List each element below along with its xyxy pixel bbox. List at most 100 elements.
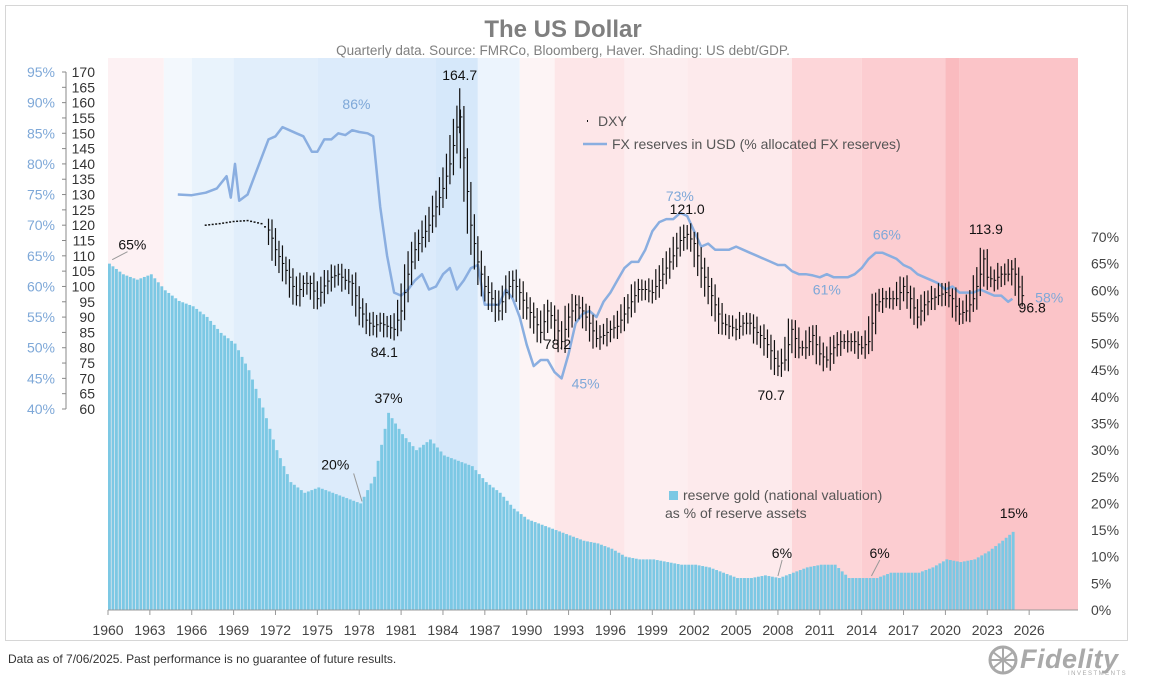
gold-bar	[652, 559, 656, 610]
gold-bars-series	[108, 263, 1015, 610]
gold-bar	[722, 572, 725, 610]
dxy-tick: 85	[79, 324, 95, 340]
x-tick: 1972	[260, 622, 291, 638]
gold-bar	[561, 532, 565, 610]
dxy-annotation: 84.1	[371, 344, 398, 360]
gold-bar	[512, 508, 516, 610]
gold-bar	[195, 308, 199, 610]
gold-bar	[488, 484, 492, 610]
gold-bar	[484, 482, 488, 610]
dxy-tick: 75	[79, 355, 95, 371]
chart-frame	[5, 5, 1128, 641]
gold-bar	[969, 560, 973, 610]
fx-annotation: 86%	[342, 96, 370, 112]
gold-bar	[509, 504, 513, 610]
gold-bar	[383, 428, 387, 610]
shading-band-11	[791, 58, 862, 610]
gold-bar	[1004, 537, 1008, 610]
fx-annotation: 66%	[873, 227, 901, 243]
gold-bar	[634, 558, 638, 610]
gold-bar	[568, 535, 572, 610]
gold-bar	[435, 447, 439, 610]
gold-bar	[624, 556, 628, 610]
left-pct-tick: 40%	[27, 401, 55, 417]
gold-bar	[900, 572, 903, 610]
gold-bar	[491, 487, 495, 610]
gold-bar	[697, 565, 701, 610]
gold-bar	[422, 444, 425, 610]
gold-bar	[676, 564, 680, 610]
gold-bar	[987, 551, 991, 610]
gold-bar	[648, 559, 652, 610]
gold-bar	[474, 470, 478, 610]
gold-bar	[467, 464, 471, 610]
gold-bar	[844, 574, 848, 610]
left-pct-tick: 60%	[27, 278, 55, 294]
x-tick: 2026	[1014, 622, 1045, 638]
gold-bar	[271, 439, 275, 610]
right-pct-tick: 15%	[1091, 522, 1119, 538]
gold-bar	[125, 275, 129, 610]
legend-dxy: DXY	[598, 113, 627, 129]
gold-bar	[586, 541, 589, 610]
x-tick: 2002	[679, 622, 710, 638]
gold-bar	[795, 571, 799, 610]
gold-bar	[429, 439, 432, 610]
gold-bar	[212, 324, 216, 610]
gold-bar	[258, 398, 261, 610]
left-pct-tick: 90%	[27, 95, 55, 111]
gold-bar	[659, 560, 663, 610]
gold-bar	[387, 412, 391, 610]
gold-bar	[641, 559, 645, 610]
axes: 40%45%50%55%60%65%70%75%80%85%90%95%6065…	[27, 64, 1119, 638]
gold-bar	[819, 564, 823, 610]
gold-bar	[917, 572, 921, 610]
gold-bar	[1008, 534, 1012, 610]
gold-bar	[198, 311, 202, 610]
gold-bar	[750, 578, 753, 610]
gold-bar	[540, 524, 544, 610]
gold-bar	[582, 540, 586, 610]
dxy-tick: 110	[73, 248, 96, 264]
dxy-tick: 145	[72, 141, 96, 157]
gold-bar	[265, 418, 268, 610]
gold-bar	[174, 298, 178, 610]
gold-bar	[317, 487, 321, 610]
gold-bar	[715, 570, 719, 610]
legend-fx: FX reserves in USD (% allocated FX reser…	[612, 136, 901, 152]
gold-bar	[404, 438, 408, 610]
gold-bar	[920, 571, 924, 610]
gold-bar	[341, 496, 345, 610]
gold-bar	[823, 564, 827, 610]
gold-bar	[369, 483, 373, 610]
gold-bar	[439, 451, 443, 610]
gold-bar	[830, 564, 834, 610]
gold-bar	[108, 263, 111, 610]
gold-bar	[680, 564, 684, 610]
gold-bar	[432, 443, 436, 610]
dxy-tick: 160	[72, 95, 96, 111]
gold-bar	[289, 482, 293, 610]
gold-bar	[523, 516, 527, 610]
gold-bar	[760, 576, 764, 610]
gold-bar	[948, 560, 952, 610]
gold-bar	[449, 458, 453, 610]
gold-bar	[732, 576, 736, 610]
dxy-tick: 90	[79, 309, 95, 325]
dxy-annotation: 96.8	[1019, 299, 1046, 315]
gold-bar	[247, 370, 251, 610]
gold-bar	[244, 363, 247, 610]
gold-bar	[366, 490, 370, 610]
fx-reserves-line	[177, 125, 1014, 380]
legend-gold-swatch	[669, 491, 678, 500]
gold-bar	[662, 561, 666, 610]
gold-bar	[345, 498, 349, 610]
right-pct-tick: 60%	[1091, 282, 1119, 298]
gold-bar	[163, 290, 167, 610]
gold-bar	[209, 320, 213, 610]
gold-annotation: 6%	[870, 545, 890, 561]
dxy-tick: 150	[72, 125, 96, 141]
left-pct-tick: 80%	[27, 156, 55, 172]
gold-bar	[966, 560, 970, 610]
x-tick: 1990	[511, 622, 542, 638]
